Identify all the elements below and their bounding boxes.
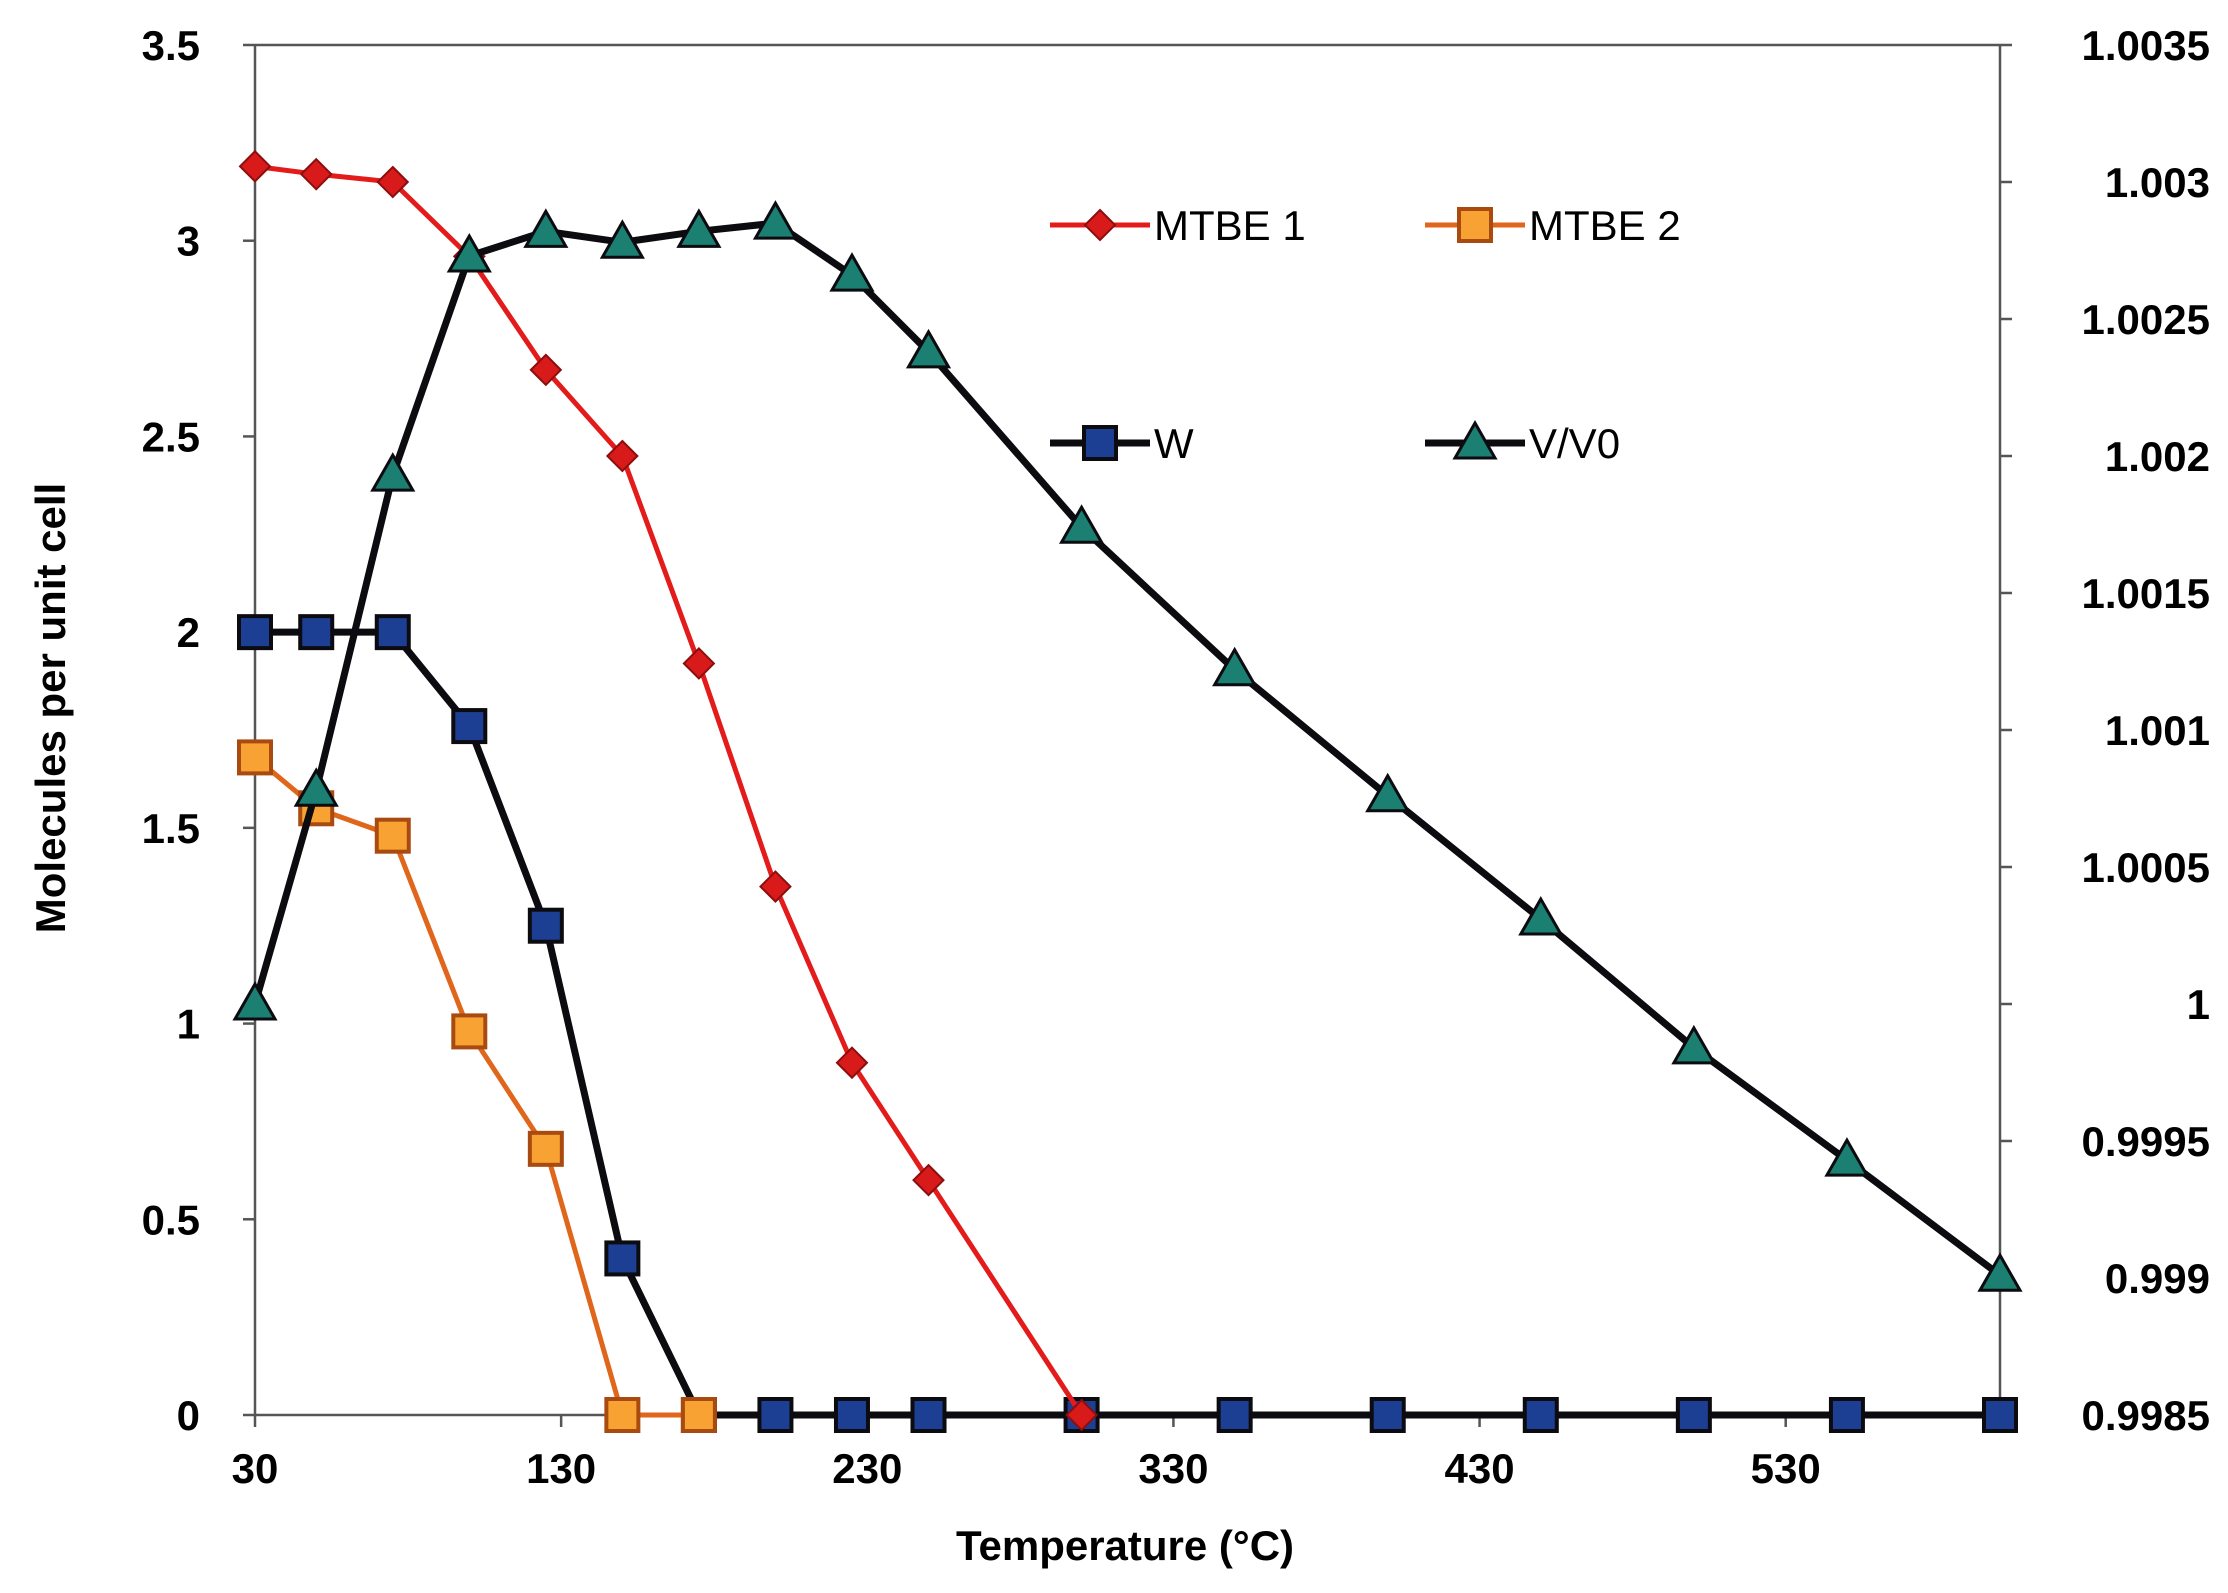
legend-item-mtbe-1: MTBE 1 bbox=[1050, 202, 1306, 249]
data-point-w bbox=[451, 708, 488, 745]
data-point-v-v0 bbox=[1824, 1137, 1870, 1177]
series-v-v0 bbox=[232, 200, 2023, 1292]
series-mtbe-1 bbox=[238, 149, 1098, 1432]
y2-tick-label: 0.9995 bbox=[2082, 1118, 2210, 1165]
data-point-mtbe-1 bbox=[912, 1163, 945, 1197]
data-point-v-v0 bbox=[1518, 896, 1564, 936]
legend-label-v-v0: V/V0 bbox=[1529, 420, 1620, 467]
data-point-v-v0 bbox=[446, 232, 492, 273]
data-point-mtbe-1 bbox=[605, 439, 639, 473]
data-point-mtbe-1 bbox=[835, 1046, 869, 1080]
data-point-w bbox=[1982, 1397, 2018, 1433]
y-tick-label: 3.5 bbox=[142, 22, 200, 69]
data-point-mtbe-1 bbox=[238, 149, 272, 183]
data-point-w bbox=[1369, 1397, 1406, 1433]
data-point-v-v0 bbox=[370, 452, 416, 492]
series-line-w bbox=[255, 628, 2000, 1419]
y2-tick-label: 1.0005 bbox=[2082, 844, 2210, 891]
legend-marker-mtbe-2 bbox=[1457, 207, 1493, 243]
data-point-w bbox=[833, 1397, 870, 1433]
data-point-mtbe-1 bbox=[759, 870, 792, 903]
y2-tick-label: 1.001 bbox=[2105, 707, 2210, 754]
legend-item-v-v0: V/V0 bbox=[1425, 419, 1620, 467]
data-point-v-v0 bbox=[752, 200, 799, 240]
y2-tick-label: 1 bbox=[2187, 981, 2210, 1028]
legend-label-mtbe-2: MTBE 2 bbox=[1529, 202, 1681, 249]
series-line-mtbe-1 bbox=[254, 163, 1084, 1417]
legend-marker-mtbe-1 bbox=[1083, 208, 1117, 242]
x-axis-title: Temperature (°C) bbox=[956, 1522, 1294, 1569]
data-point-w bbox=[604, 1240, 641, 1277]
data-point-v-v0 bbox=[829, 252, 875, 292]
y2-tick-label: 1.0015 bbox=[2082, 570, 2210, 617]
data-point-v-v0 bbox=[523, 208, 569, 248]
y-tick-label: 1 bbox=[177, 1001, 200, 1048]
data-point-mtbe-1 bbox=[529, 353, 563, 387]
y-tick-label: 2.5 bbox=[142, 413, 200, 460]
y-tick-label: 3 bbox=[177, 218, 200, 265]
data-point-mtbe-1 bbox=[682, 647, 716, 680]
x-tick-label: 130 bbox=[526, 1445, 596, 1492]
data-point-w bbox=[1522, 1397, 1559, 1433]
legend-label-w: W bbox=[1154, 420, 1194, 467]
legend-marker-w bbox=[1082, 425, 1118, 461]
data-point-mtbe-1 bbox=[1065, 1398, 1098, 1432]
data-point-w bbox=[757, 1397, 794, 1433]
data-point-v-v0 bbox=[1212, 646, 1258, 687]
data-point-mtbe-1 bbox=[299, 157, 333, 191]
data-point-v-v0 bbox=[293, 767, 339, 807]
data-point-w bbox=[910, 1397, 947, 1433]
series-line-v-v0 bbox=[251, 219, 2003, 1279]
y-axis-title: Molecules per unit cell bbox=[27, 483, 74, 933]
data-point-v-v0 bbox=[1058, 504, 1105, 544]
data-point-w bbox=[1675, 1397, 1712, 1433]
x-tick-label: 430 bbox=[1445, 1445, 1515, 1492]
y-tick-label: 0.5 bbox=[142, 1196, 200, 1243]
legend-item-mtbe-2: MTBE 2 bbox=[1425, 202, 1681, 249]
y2-tick-label: 0.999 bbox=[2105, 1255, 2210, 1302]
y2-tick-label: 1.002 bbox=[2105, 433, 2210, 480]
y2-tick-label: 1.003 bbox=[2105, 159, 2210, 206]
y-tick-label: 0 bbox=[177, 1392, 200, 1439]
data-point-mtbe-2 bbox=[680, 1397, 717, 1433]
y2-tick-label: 0.9985 bbox=[2082, 1392, 2210, 1439]
y2-tick-label: 1.0035 bbox=[2082, 22, 2210, 69]
data-point-mtbe-2 bbox=[604, 1397, 641, 1433]
x-tick-label: 230 bbox=[832, 1445, 902, 1492]
data-point-w bbox=[298, 614, 335, 651]
y-tick-label: 2 bbox=[177, 609, 200, 656]
data-point-mtbe-2 bbox=[451, 1013, 488, 1050]
x-tick-label: 530 bbox=[1751, 1445, 1821, 1492]
data-point-w bbox=[527, 907, 564, 944]
legend-item-w: W bbox=[1050, 420, 1194, 467]
data-point-w bbox=[1828, 1397, 1865, 1433]
data-point-mtbe-1 bbox=[376, 165, 410, 199]
y-tick-label: 1.5 bbox=[142, 805, 200, 852]
data-point-w bbox=[374, 614, 411, 651]
data-point-v-v0 bbox=[1977, 1252, 2023, 1292]
data-point-v-v0 bbox=[1365, 772, 1411, 813]
data-point-v-v0 bbox=[599, 219, 645, 259]
series-line-mtbe-2 bbox=[253, 755, 699, 1418]
y2-tick-label: 1.0025 bbox=[2082, 296, 2210, 343]
data-point-mtbe-2 bbox=[374, 817, 411, 854]
data-point-w bbox=[237, 614, 273, 651]
data-point-v-v0 bbox=[676, 208, 722, 248]
data-point-v-v0 bbox=[905, 328, 952, 369]
legend-label-mtbe-1: MTBE 1 bbox=[1154, 202, 1306, 249]
series-mtbe-2 bbox=[237, 739, 717, 1433]
x-tick-label: 330 bbox=[1138, 1445, 1208, 1492]
legend-marker-v-v0 bbox=[1452, 419, 1498, 460]
data-point-w bbox=[1216, 1397, 1253, 1433]
data-point-mtbe-2 bbox=[237, 739, 273, 776]
data-point-v-v0 bbox=[232, 980, 278, 1021]
series-w bbox=[237, 614, 2018, 1433]
data-point-v-v0 bbox=[1671, 1024, 1717, 1065]
data-point-mtbe-2 bbox=[527, 1130, 564, 1167]
x-tick-label: 30 bbox=[232, 1445, 279, 1492]
